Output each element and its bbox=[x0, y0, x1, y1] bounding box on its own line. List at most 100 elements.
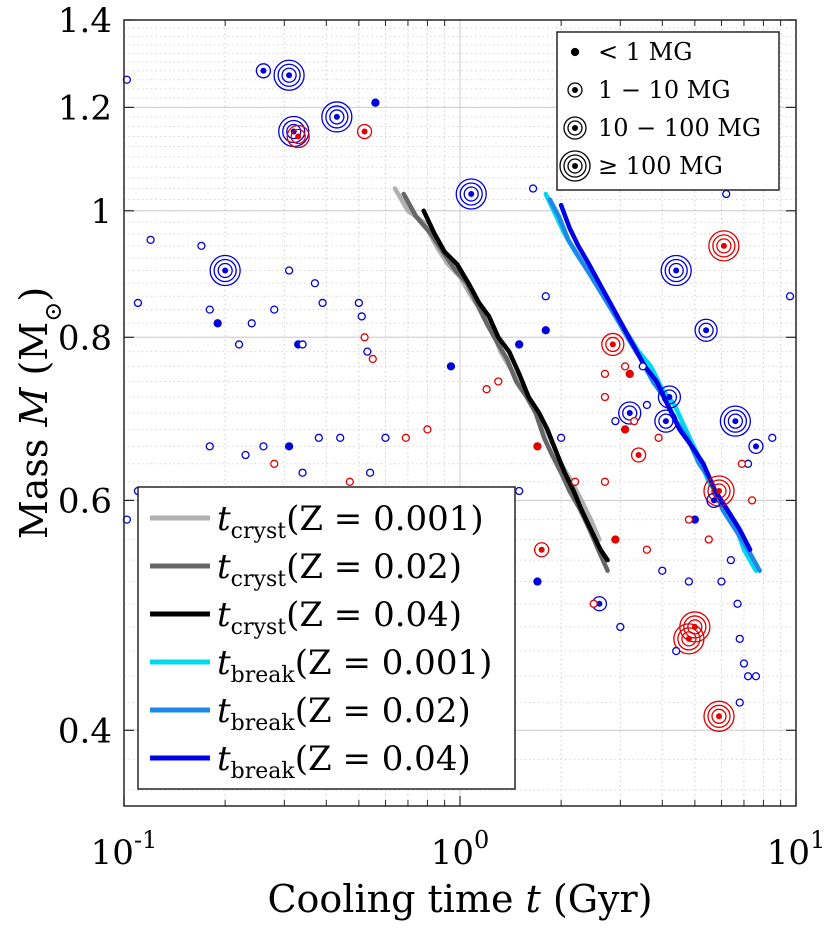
data-point bbox=[620, 425, 630, 434]
data-point bbox=[273, 59, 305, 91]
marker-dot bbox=[620, 425, 630, 434]
marker-dot bbox=[482, 385, 491, 394]
data-point bbox=[298, 468, 307, 477]
data-point bbox=[314, 433, 323, 442]
data-point bbox=[785, 292, 795, 301]
marker-dot bbox=[751, 672, 761, 681]
data-point bbox=[286, 124, 310, 149]
legend-label-rest: (Z = 0.04) bbox=[286, 595, 462, 635]
marker-ring bbox=[668, 262, 684, 279]
data-point bbox=[321, 101, 353, 133]
data-point bbox=[356, 123, 373, 140]
legend-label-sub: cryst bbox=[231, 615, 287, 640]
data-point bbox=[654, 433, 663, 442]
legend-label-main: t bbox=[217, 595, 231, 635]
data-point bbox=[747, 496, 757, 505]
field-legend-marker bbox=[570, 47, 580, 57]
marker-center bbox=[286, 72, 293, 79]
x-axis-title: Cooling time t (Gyr) bbox=[267, 877, 652, 921]
marker-ring bbox=[325, 105, 349, 129]
data-point bbox=[625, 369, 634, 379]
field-legend-label: 10 − 100 MG bbox=[598, 114, 761, 142]
marker-ring bbox=[563, 154, 587, 178]
marker-dot bbox=[213, 319, 222, 328]
data-point bbox=[270, 305, 279, 314]
marker-dot bbox=[533, 442, 542, 451]
data-point bbox=[638, 362, 647, 371]
data-point bbox=[719, 405, 752, 437]
data-point bbox=[213, 319, 222, 328]
data-point bbox=[528, 184, 538, 193]
data-point bbox=[209, 254, 241, 287]
marker-dot bbox=[310, 279, 320, 288]
marker-ring bbox=[277, 63, 301, 87]
marker-ring bbox=[711, 483, 727, 499]
x-tick-label: 101 bbox=[767, 826, 826, 873]
marker-center bbox=[752, 443, 759, 450]
data-point bbox=[494, 377, 503, 386]
x-tick-label-base: 10 bbox=[91, 833, 134, 873]
data-point bbox=[368, 354, 377, 364]
marker-center bbox=[538, 546, 545, 553]
marker-dot bbox=[768, 433, 777, 442]
marker-center bbox=[666, 394, 673, 401]
data-point bbox=[570, 477, 580, 486]
data-point bbox=[318, 298, 327, 308]
marker-center bbox=[572, 163, 578, 169]
marker-dot bbox=[616, 622, 625, 632]
marker-ring bbox=[601, 332, 625, 357]
data-point bbox=[658, 566, 667, 575]
marker-ring bbox=[654, 409, 678, 433]
data-point bbox=[360, 333, 369, 342]
marker-dot bbox=[611, 535, 620, 544]
marker-dot bbox=[241, 450, 250, 460]
marker-ring bbox=[703, 700, 735, 732]
data-point bbox=[703, 700, 735, 732]
data-point bbox=[600, 392, 610, 402]
marker-ring bbox=[618, 401, 642, 425]
marker-dot bbox=[600, 369, 610, 379]
marker-ring bbox=[281, 67, 297, 83]
marker-dot bbox=[722, 189, 731, 199]
data-point bbox=[768, 433, 777, 442]
legend-label-cryst_Z004: tcryst(Z = 0.04) bbox=[217, 595, 462, 640]
marker-ring bbox=[664, 258, 688, 283]
data-point bbox=[611, 535, 620, 544]
legend-label-main: t bbox=[217, 643, 231, 683]
data-point bbox=[600, 477, 610, 486]
marker-dot bbox=[365, 468, 375, 477]
marker-dot bbox=[371, 98, 380, 107]
data-point bbox=[345, 477, 354, 486]
marker-center bbox=[260, 67, 267, 74]
marker-ring bbox=[630, 447, 647, 463]
data-point bbox=[726, 555, 736, 565]
marker-ring bbox=[698, 322, 714, 338]
marker-dot bbox=[638, 362, 647, 371]
marker-dot bbox=[314, 433, 323, 442]
marker-ring bbox=[329, 109, 345, 125]
marker-center bbox=[662, 418, 669, 425]
marker-center bbox=[295, 133, 302, 140]
x-axis-title-var: t bbox=[526, 877, 542, 921]
marker-ring bbox=[459, 182, 483, 206]
data-point bbox=[735, 634, 744, 644]
marker-ring bbox=[716, 238, 732, 254]
legend-label-sub: break bbox=[231, 759, 296, 784]
data-point bbox=[616, 622, 625, 632]
marker-ring bbox=[255, 63, 272, 79]
marker-center bbox=[635, 452, 642, 459]
data-point bbox=[357, 312, 366, 321]
marker-ring bbox=[694, 318, 718, 342]
data-point bbox=[284, 266, 294, 275]
marker-ring bbox=[660, 254, 692, 287]
data-point bbox=[657, 385, 682, 409]
x-tick-label: 10-1 bbox=[91, 826, 158, 873]
marker-dot bbox=[625, 369, 634, 379]
marker-ring bbox=[605, 336, 621, 353]
legend-label-sub: break bbox=[231, 663, 296, 688]
marker-center bbox=[361, 128, 368, 135]
data-point bbox=[733, 599, 742, 608]
data-point bbox=[601, 332, 625, 357]
legend-label-break_Z0001: tbreak(Z = 0.001) bbox=[217, 643, 492, 688]
